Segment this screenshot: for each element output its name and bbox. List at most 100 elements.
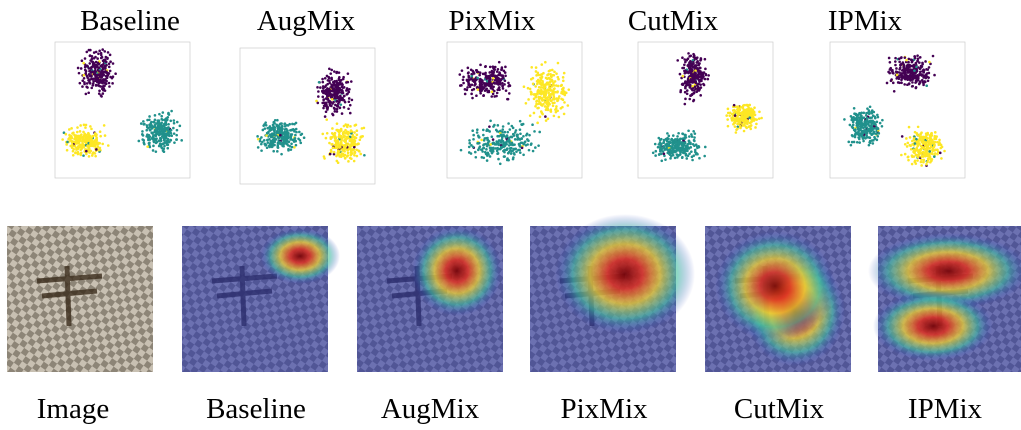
heat-spot [260,228,340,284]
point [169,119,173,123]
point [664,143,668,146]
point [256,137,260,141]
point [500,136,504,139]
point [178,124,182,128]
point [341,152,345,156]
point [499,134,503,137]
point [172,119,176,122]
point [466,71,470,75]
point [485,87,489,91]
point [698,75,701,78]
point [340,139,343,142]
point [904,73,908,76]
point [153,121,156,124]
point [872,130,876,134]
point [102,73,105,77]
point [487,82,491,86]
panel-title: CutMix [628,5,719,37]
point [876,115,880,119]
point [101,81,104,85]
point [337,71,341,74]
point [513,138,517,141]
point [926,68,930,71]
point [743,111,747,115]
point [89,125,92,128]
point [940,145,944,149]
point [518,128,522,131]
point [911,71,914,75]
point [513,131,517,134]
point [94,77,98,81]
point [463,88,467,91]
point [481,150,484,153]
point [551,73,555,77]
point [863,123,866,127]
point [321,87,325,90]
point [339,79,342,83]
point [349,143,353,147]
point [89,66,93,69]
point [926,131,930,135]
tsne-plot [637,41,774,179]
point [497,60,501,64]
point [317,80,321,84]
point [663,148,667,151]
point [498,147,502,151]
point [459,148,463,152]
point [660,142,663,146]
point [554,108,557,111]
point [141,130,144,133]
point [495,149,499,153]
point [344,123,348,126]
point [688,66,691,70]
point [101,142,104,146]
point [105,71,109,75]
point [690,135,694,138]
point [278,140,282,144]
point [538,115,542,119]
point [516,136,520,140]
point [475,94,478,98]
point [153,139,157,142]
point [78,130,82,133]
point [470,83,474,87]
point [507,92,511,95]
point [500,68,503,72]
point [355,129,359,133]
point [552,114,556,118]
point [546,107,550,111]
point [330,83,333,86]
point [540,75,544,79]
point [331,146,335,150]
point [269,140,272,144]
point [924,60,927,63]
point [106,51,110,54]
point [321,95,325,99]
point [695,90,699,94]
point [914,153,918,157]
point [268,142,272,146]
point [685,58,689,62]
point [70,141,74,144]
plot-frame [54,41,191,179]
point [858,127,862,131]
point [80,143,84,146]
point [916,159,919,162]
point [162,138,166,142]
point [900,74,904,77]
point [324,84,328,87]
point [148,115,151,118]
point [922,68,925,71]
point [508,141,511,144]
point [873,135,876,139]
point [102,87,106,90]
point [95,148,98,151]
point [518,119,522,123]
point [137,139,141,143]
point [322,89,326,93]
point [266,141,270,144]
point [903,152,907,156]
point [907,158,910,162]
point [337,149,340,153]
point [76,126,79,129]
